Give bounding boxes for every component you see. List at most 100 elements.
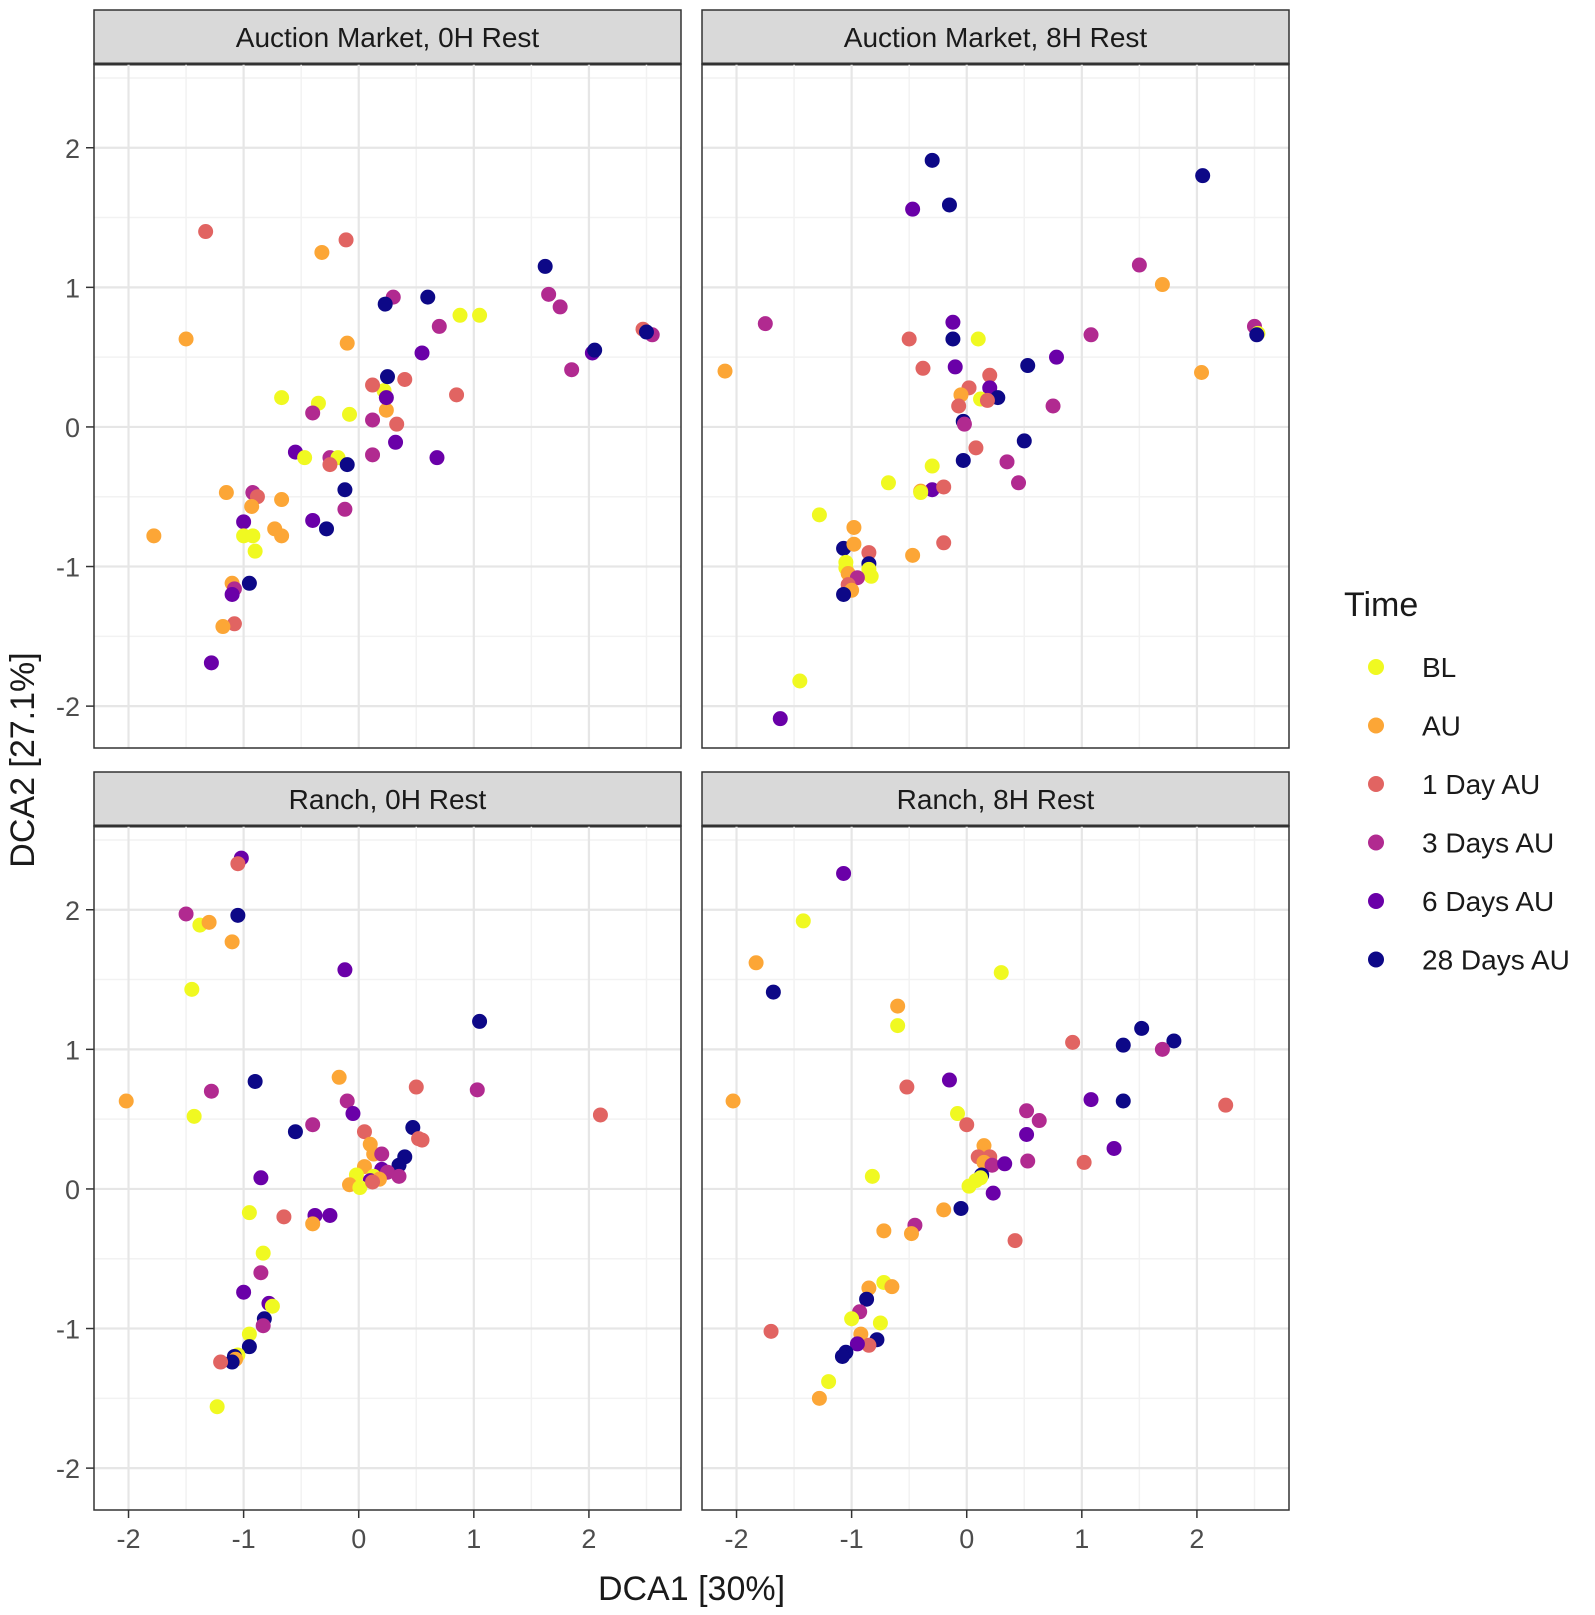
- data-point: [236, 514, 252, 530]
- data-point: [245, 528, 261, 544]
- panel-border: [93, 825, 682, 1511]
- data-point: [337, 482, 353, 498]
- data-point: [956, 416, 972, 432]
- data-point: [297, 450, 313, 466]
- data-point: [274, 528, 290, 544]
- data-point: [339, 1093, 355, 1109]
- data-point: [997, 1156, 1013, 1172]
- data-point: [552, 299, 568, 315]
- x-tick-label: -2: [117, 1524, 141, 1554]
- data-point: [331, 1069, 347, 1085]
- data-point: [247, 543, 263, 559]
- data-point: [218, 485, 234, 501]
- data-point: [537, 258, 553, 274]
- data-point: [178, 331, 194, 347]
- data-point: [405, 1120, 421, 1136]
- data-point: [472, 1013, 488, 1029]
- data-point: [255, 1245, 271, 1261]
- data-point: [342, 406, 358, 422]
- legend-label: 3 Days AU: [1422, 828, 1554, 859]
- data-point: [365, 412, 381, 428]
- data-point: [414, 345, 430, 361]
- data-point: [469, 1082, 485, 1098]
- x-tick-label: 2: [581, 1524, 596, 1554]
- y-tick-label: 1: [65, 1035, 80, 1065]
- y-tick-label: -2: [56, 692, 80, 722]
- data-point: [592, 1107, 608, 1123]
- data-point: [203, 655, 219, 671]
- data-point: [811, 1390, 827, 1406]
- data-point: [913, 485, 929, 501]
- legend-title: Time: [1344, 586, 1418, 624]
- data-point: [947, 359, 963, 375]
- data-point: [274, 390, 290, 406]
- data-point: [305, 1117, 321, 1133]
- data-point: [792, 673, 808, 689]
- data-point: [1011, 475, 1027, 491]
- data-point: [903, 1226, 919, 1242]
- data-point: [431, 318, 447, 334]
- data-point: [337, 501, 353, 517]
- legend-label: 28 Days AU: [1422, 945, 1570, 976]
- data-point: [890, 998, 906, 1014]
- x-tick-label: -1: [232, 1524, 256, 1554]
- data-point: [945, 314, 961, 330]
- data-point: [725, 1093, 741, 1109]
- facet-title: Auction Market, 0H Rest: [236, 22, 540, 53]
- legend-item: 1 Day AU: [1368, 769, 1540, 800]
- data-point: [397, 371, 413, 387]
- data-point: [226, 616, 242, 632]
- data-point: [993, 965, 1009, 981]
- x-axis-title: DCA1 [30%]: [598, 1570, 785, 1608]
- data-point: [936, 1202, 952, 1218]
- y-tick-label: -2: [56, 1454, 80, 1484]
- data-point: [757, 316, 773, 332]
- legend-item: 6 Days AU: [1368, 886, 1554, 917]
- x-tick-label: 2: [1189, 1524, 1204, 1554]
- data-point: [352, 1180, 368, 1196]
- data-point: [936, 535, 952, 551]
- data-point: [253, 1170, 269, 1186]
- data-point: [959, 1117, 975, 1133]
- facet-panel: Ranch, 8H Rest: [701, 771, 1290, 1511]
- x-tick-label: 1: [1074, 1524, 1089, 1554]
- data-point: [230, 856, 246, 872]
- data-point: [1249, 327, 1265, 343]
- data-point: [452, 307, 468, 323]
- data-point: [408, 1079, 424, 1095]
- data-point: [872, 1315, 888, 1331]
- data-point: [961, 1178, 977, 1194]
- data-point: [1019, 1103, 1035, 1119]
- data-point: [836, 865, 852, 881]
- data-point: [748, 955, 764, 971]
- data-point: [1154, 1041, 1170, 1057]
- data-point: [365, 377, 381, 393]
- y-tick-label: 0: [65, 413, 80, 443]
- data-point: [899, 1079, 915, 1095]
- data-point: [1194, 364, 1210, 380]
- data-point: [884, 1279, 900, 1295]
- y-tick-label: -1: [56, 553, 80, 583]
- data-point: [429, 450, 445, 466]
- data-point: [1106, 1140, 1122, 1156]
- data-point: [322, 457, 338, 473]
- data-point: [905, 547, 921, 563]
- data-point: [811, 507, 827, 523]
- data-point: [244, 499, 260, 515]
- data-point: [389, 416, 405, 432]
- data-point: [953, 1200, 969, 1216]
- data-point: [984, 1157, 1000, 1173]
- data-point: [1083, 1092, 1099, 1108]
- data-point: [924, 482, 940, 498]
- data-point: [264, 1298, 280, 1314]
- data-point: [224, 934, 240, 950]
- data-point: [236, 1284, 252, 1300]
- data-point: [541, 286, 557, 302]
- data-point: [391, 1157, 407, 1173]
- data-point: [276, 1209, 292, 1225]
- legend-label: AU: [1422, 711, 1461, 742]
- data-point: [209, 1399, 225, 1415]
- data-point: [1016, 433, 1032, 449]
- data-point: [864, 1168, 880, 1184]
- facet-panel: Auction Market, 8H Rest: [701, 9, 1290, 749]
